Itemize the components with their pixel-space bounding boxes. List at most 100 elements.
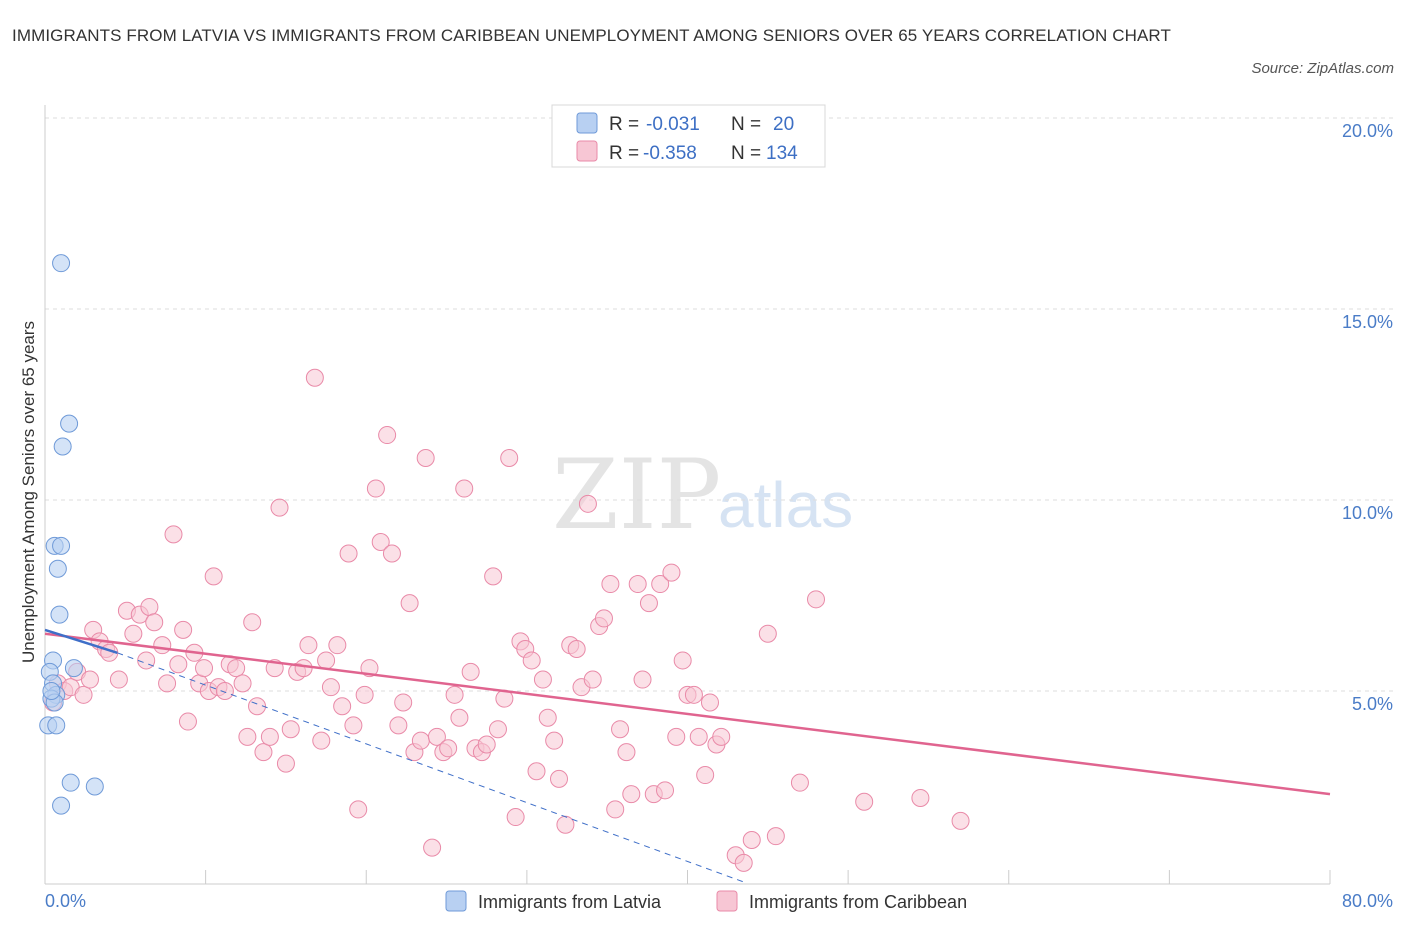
caribbean-point-81 bbox=[500, 448, 519, 467]
caribbean-point-109 bbox=[656, 781, 675, 800]
legend-r-value-caribbean: -0.358 bbox=[643, 143, 697, 164]
caribbean-point-16 bbox=[140, 597, 159, 616]
caribbean-point-17 bbox=[145, 613, 164, 632]
caribbean-point-33 bbox=[233, 674, 252, 693]
caribbean-point-88 bbox=[538, 708, 557, 727]
caribbean-point-63 bbox=[400, 594, 419, 613]
caribbean-point-51 bbox=[333, 697, 352, 716]
chart-title: IMMIGRANTS FROM LATVIA VS IMMIGRANTS FRO… bbox=[12, 26, 1171, 45]
caribbean-points bbox=[44, 368, 970, 872]
caribbean-point-102 bbox=[617, 743, 636, 762]
legend-n-value-latvia: 20 bbox=[773, 114, 794, 135]
x-tick-label-max: 80.0% bbox=[1342, 891, 1393, 911]
caribbean-point-49 bbox=[321, 678, 340, 697]
latvia-trend-line bbox=[44, 628, 118, 654]
watermark-atlas: atlas bbox=[718, 469, 853, 541]
stats-legend: R = -0.031 N = 20 R = -0.358 N = 134 bbox=[551, 104, 826, 168]
caribbean-point-126 bbox=[807, 590, 825, 609]
caribbean-point-73 bbox=[455, 479, 474, 498]
caribbean-point-72 bbox=[450, 708, 469, 727]
caribbean-point-78 bbox=[484, 567, 503, 586]
caribbean-point-54 bbox=[349, 800, 368, 819]
caribbean-point-40 bbox=[270, 498, 289, 517]
caribbean-point-91 bbox=[556, 815, 575, 834]
caribbean-point-58 bbox=[371, 533, 390, 552]
legend-r-label-latvia: R = bbox=[609, 114, 639, 135]
series-legend-latvia: Immigrants from Latvia bbox=[478, 892, 662, 912]
caribbean-point-119 bbox=[712, 727, 731, 746]
caribbean-point-50 bbox=[328, 636, 347, 655]
caribbean-point-123 bbox=[758, 624, 777, 643]
caribbean-point-11 bbox=[109, 670, 128, 689]
caribbean-point-41 bbox=[276, 754, 295, 773]
caribbean-point-98 bbox=[594, 609, 613, 628]
caribbean-point-104 bbox=[628, 575, 647, 594]
caribbean-point-110 bbox=[662, 563, 681, 582]
series-legend-swatch-latvia bbox=[445, 890, 467, 912]
caribbean-point-106 bbox=[639, 594, 658, 613]
caribbean-point-89 bbox=[545, 731, 564, 750]
caribbean-point-95 bbox=[578, 494, 597, 513]
legend-n-label-caribbean: N = bbox=[731, 143, 761, 164]
caribbean-point-30 bbox=[215, 682, 234, 700]
caribbean-point-56 bbox=[360, 659, 379, 678]
caribbean-trend-line bbox=[44, 632, 1331, 796]
caribbean-point-124 bbox=[766, 827, 785, 846]
legend-swatch-latvia bbox=[576, 112, 598, 134]
caribbean-point-66 bbox=[416, 448, 435, 467]
caribbean-point-6 bbox=[80, 670, 99, 689]
caribbean-point-37 bbox=[254, 743, 273, 762]
caribbean-point-77 bbox=[477, 735, 496, 754]
caribbean-point-59 bbox=[378, 426, 397, 445]
caribbean-point-22 bbox=[174, 620, 193, 639]
caribbean-point-108 bbox=[651, 575, 670, 594]
legend-r-label-caribbean: R = bbox=[609, 143, 639, 164]
latvia-point-5 bbox=[48, 559, 67, 578]
latvia-point-7 bbox=[64, 659, 83, 678]
caribbean-point-129 bbox=[951, 811, 970, 830]
caribbean-point-100 bbox=[606, 800, 625, 819]
x-ticks bbox=[44, 870, 1331, 884]
caribbean-point-35 bbox=[243, 613, 262, 632]
caribbean-point-44 bbox=[294, 659, 313, 678]
latvia-point-1 bbox=[60, 414, 79, 433]
caribbean-point-121 bbox=[734, 853, 753, 872]
latvia-point-6 bbox=[50, 605, 69, 624]
caribbean-point-82 bbox=[506, 808, 525, 827]
latvia-points bbox=[39, 254, 104, 815]
y-tick-label-5: 5.0% bbox=[1352, 694, 1393, 714]
caribbean-point-96 bbox=[583, 670, 602, 689]
caribbean-point-101 bbox=[611, 720, 630, 739]
caribbean-point-5 bbox=[74, 685, 93, 704]
latvia-point-17 bbox=[85, 777, 104, 796]
caribbean-point-48 bbox=[317, 651, 336, 670]
caribbean-point-55 bbox=[355, 685, 374, 704]
caribbean-point-86 bbox=[527, 762, 546, 781]
caribbean-point-57 bbox=[366, 479, 385, 498]
caribbean-point-85 bbox=[522, 651, 541, 670]
caribbean-point-53 bbox=[344, 716, 363, 735]
caribbean-point-114 bbox=[684, 685, 703, 704]
caribbean-point-128 bbox=[911, 788, 930, 807]
trend-lines bbox=[44, 628, 1331, 883]
caribbean-point-45 bbox=[299, 636, 318, 655]
caribbean-point-122 bbox=[742, 830, 761, 849]
caribbean-point-15 bbox=[137, 651, 156, 670]
caribbean-point-90 bbox=[550, 769, 568, 788]
y-tick-label-15: 15.0% bbox=[1342, 312, 1393, 332]
caribbean-point-23 bbox=[178, 712, 197, 731]
caribbean-point-71 bbox=[445, 685, 464, 704]
caribbean-point-65 bbox=[411, 731, 430, 750]
legend-n-value-caribbean: 134 bbox=[766, 143, 798, 164]
y-tick-label-20: 20.0% bbox=[1342, 121, 1393, 141]
latvia-point-15 bbox=[47, 716, 66, 735]
caribbean-point-87 bbox=[533, 670, 552, 689]
y-tick-label-10: 10.0% bbox=[1342, 503, 1393, 523]
caribbean-point-111 bbox=[667, 727, 686, 746]
series-legend-caribbean: Immigrants from Caribbean bbox=[749, 892, 967, 912]
caribbean-point-46 bbox=[305, 368, 324, 387]
legend-n-label-latvia: N = bbox=[731, 114, 761, 135]
caribbean-point-68 bbox=[427, 727, 446, 746]
caribbean-point-112 bbox=[673, 651, 692, 670]
